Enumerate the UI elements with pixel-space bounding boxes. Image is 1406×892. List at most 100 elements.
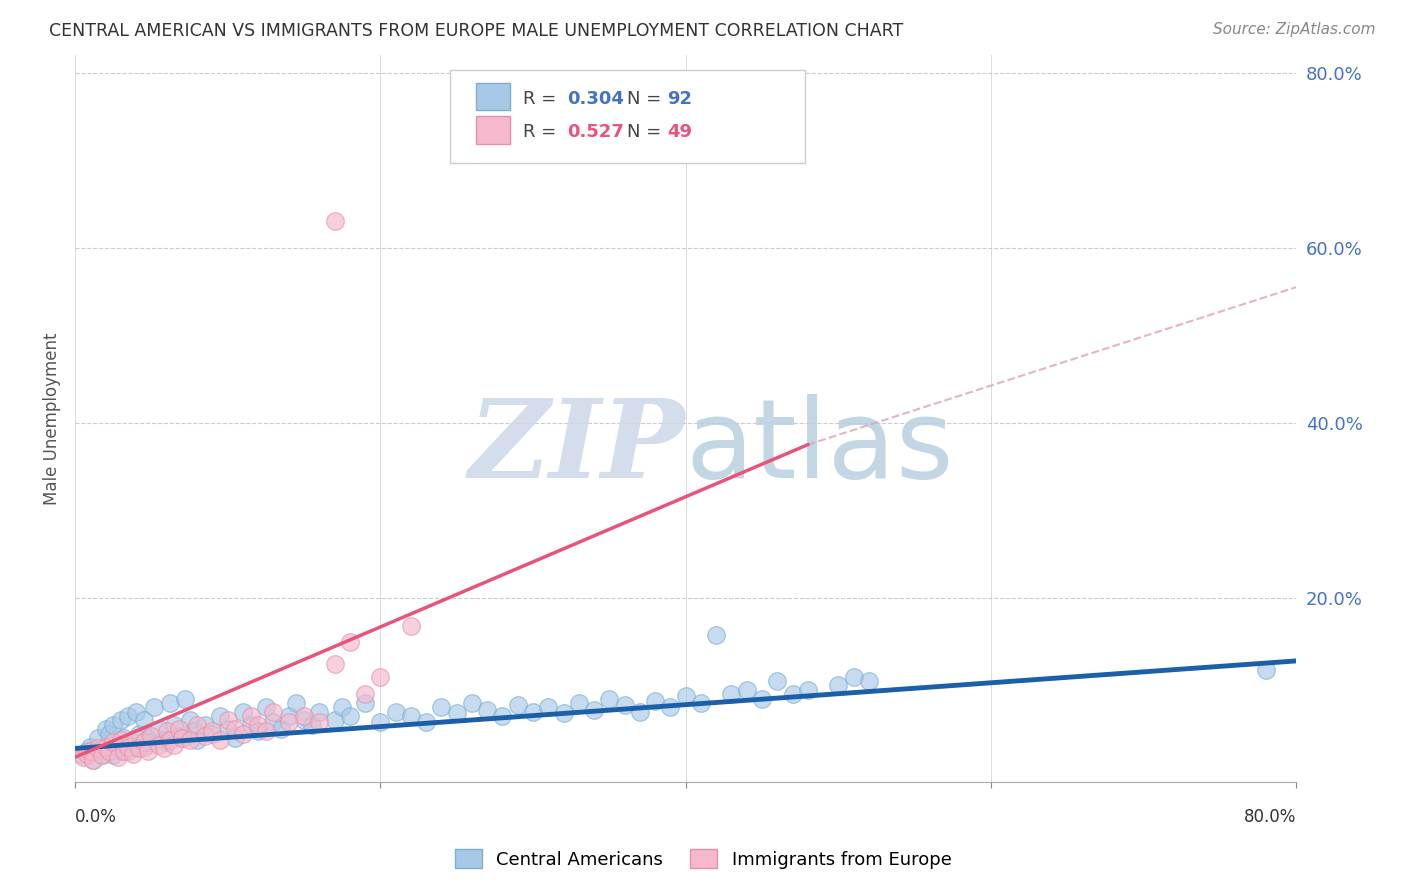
Point: [522, 705, 544, 719]
Point: [354, 696, 377, 710]
Text: 80.0%: 80.0%: [1244, 807, 1296, 826]
Point: [675, 689, 697, 703]
Point: [239, 709, 262, 723]
Point: [384, 705, 406, 719]
Point: [79, 739, 101, 754]
FancyBboxPatch shape: [475, 116, 510, 144]
Point: [152, 732, 174, 747]
Point: [136, 744, 159, 758]
Point: [477, 703, 499, 717]
Point: [446, 706, 468, 721]
Point: [72, 750, 94, 764]
Point: [82, 753, 104, 767]
Point: [167, 722, 190, 736]
Point: [690, 696, 713, 710]
Point: [110, 744, 132, 758]
Point: [136, 731, 159, 745]
Point: [613, 698, 636, 712]
Point: [308, 715, 330, 730]
Point: [159, 696, 181, 710]
Point: [323, 714, 346, 728]
Text: atlas: atlas: [686, 394, 955, 501]
Point: [292, 709, 315, 723]
Point: [323, 657, 346, 671]
Point: [163, 718, 186, 732]
Point: [112, 731, 135, 745]
Point: [112, 744, 135, 758]
Point: [194, 718, 217, 732]
Text: N =: N =: [627, 123, 666, 141]
Point: [155, 723, 177, 738]
Point: [323, 214, 346, 228]
Point: [107, 750, 129, 764]
Point: [370, 670, 392, 684]
Point: [224, 731, 246, 745]
Point: [110, 732, 132, 747]
FancyBboxPatch shape: [475, 83, 510, 111]
Point: [491, 709, 513, 723]
Point: [208, 709, 231, 723]
Point: [186, 718, 208, 732]
Point: [163, 738, 186, 752]
Point: [858, 673, 880, 688]
Point: [76, 747, 98, 761]
Point: [842, 670, 865, 684]
Point: [628, 705, 651, 719]
Point: [110, 714, 132, 728]
Point: [399, 709, 422, 723]
Point: [122, 747, 145, 761]
Point: [330, 700, 353, 714]
Point: [87, 744, 110, 758]
Point: [94, 739, 117, 754]
Point: [152, 741, 174, 756]
Legend: Central Americans, Immigrants from Europe: Central Americans, Immigrants from Europ…: [447, 842, 959, 876]
Point: [101, 748, 124, 763]
Point: [430, 700, 453, 714]
Point: [239, 718, 262, 732]
Point: [179, 732, 201, 747]
Text: R =: R =: [523, 90, 562, 108]
Point: [174, 691, 197, 706]
Point: [308, 705, 330, 719]
Point: [506, 698, 529, 712]
Point: [159, 732, 181, 747]
Point: [1254, 663, 1277, 677]
Point: [553, 706, 575, 721]
Point: [101, 718, 124, 732]
Point: [461, 696, 484, 710]
Text: ZIP: ZIP: [470, 393, 686, 501]
Point: [583, 703, 606, 717]
Text: N =: N =: [627, 90, 666, 108]
Point: [568, 696, 591, 710]
Point: [262, 715, 284, 730]
Point: [301, 718, 323, 732]
Text: Source: ZipAtlas.com: Source: ZipAtlas.com: [1212, 22, 1375, 37]
Point: [128, 741, 150, 756]
Point: [122, 735, 145, 749]
Point: [148, 738, 170, 752]
Point: [201, 726, 224, 740]
Point: [132, 735, 155, 749]
Point: [247, 723, 270, 738]
Point: [125, 731, 148, 745]
Point: [339, 634, 361, 648]
Point: [107, 739, 129, 754]
Point: [94, 739, 117, 754]
Text: 0.0%: 0.0%: [75, 807, 117, 826]
Point: [782, 687, 804, 701]
Point: [201, 723, 224, 738]
Point: [183, 723, 205, 738]
Point: [94, 722, 117, 736]
Point: [232, 705, 254, 719]
Point: [82, 753, 104, 767]
Text: 49: 49: [668, 123, 692, 141]
Point: [167, 729, 190, 743]
Point: [170, 731, 193, 745]
Point: [285, 696, 308, 710]
Point: [179, 714, 201, 728]
Point: [91, 748, 114, 763]
Point: [797, 682, 820, 697]
Point: [125, 705, 148, 719]
Point: [97, 744, 120, 758]
FancyBboxPatch shape: [450, 70, 806, 162]
